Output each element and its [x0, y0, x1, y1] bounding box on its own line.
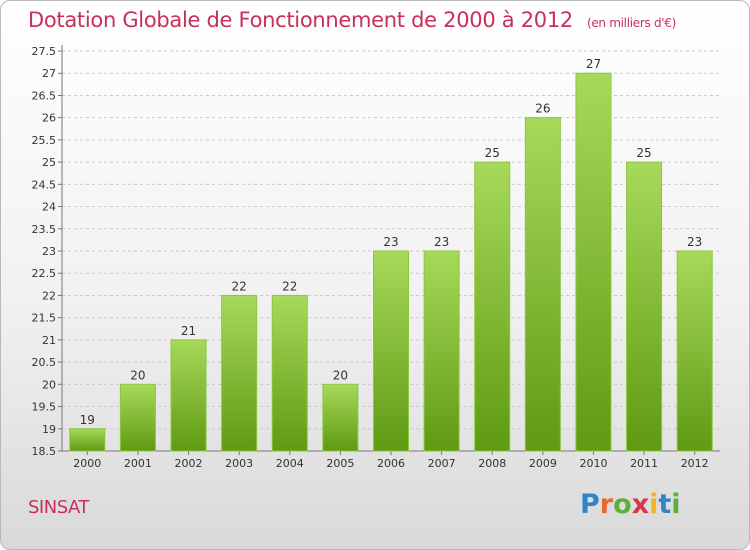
y-tick-label: 19 — [42, 423, 56, 436]
y-tick-label: 25.5 — [32, 134, 57, 147]
bar-2007 — [423, 250, 460, 452]
data-label-2009: 26 — [535, 102, 550, 116]
data-label-2012: 23 — [687, 235, 702, 249]
logo-letter: x — [631, 489, 650, 520]
x-tick-label-2003: 2003 — [225, 457, 253, 470]
chart-title-text: Dotation Globale de Fonctionnement de 20… — [28, 8, 573, 32]
x-tick-label-2004: 2004 — [276, 457, 304, 470]
y-tick-label: 20 — [42, 378, 56, 391]
y-tick-label: 25 — [42, 156, 56, 169]
data-label-2000: 19 — [80, 413, 95, 427]
commune-name: SINSAT — [28, 497, 89, 518]
bar-2003 — [221, 294, 258, 452]
data-label-2006: 23 — [383, 235, 398, 249]
data-label-2003: 22 — [232, 279, 247, 293]
x-tick-label-2008: 2008 — [478, 457, 506, 470]
y-tick-label: 22 — [42, 289, 56, 302]
data-label-2011: 25 — [636, 146, 651, 160]
x-tick-label-2009: 2009 — [529, 457, 557, 470]
y-tick-label: 20.5 — [32, 356, 57, 369]
bar-2006 — [373, 250, 409, 452]
bar-2002 — [170, 339, 207, 452]
y-tick-label: 24.5 — [32, 178, 57, 191]
bar-2005 — [322, 383, 359, 452]
y-tick-label: 23.5 — [32, 223, 57, 236]
bar-2011 — [626, 161, 663, 452]
bar-2004 — [271, 294, 308, 452]
logo-letter: i — [649, 489, 659, 520]
data-label-2005: 20 — [333, 368, 348, 382]
chart-title: Dotation Globale de Fonctionnement de 20… — [28, 8, 676, 32]
bars — [69, 72, 713, 452]
data-label-2001: 20 — [130, 368, 145, 382]
y-tick-label: 27.5 — [32, 45, 57, 58]
logo-letter: t — [658, 489, 672, 520]
y-tick-label: 18.5 — [32, 445, 57, 458]
x-tick-label-2010: 2010 — [579, 457, 607, 470]
x-tick-label-2007: 2007 — [428, 457, 456, 470]
labels: 18.5 19 19.5 20 20.5 21 21.5 22 22.5 23 23.5 24 24.5… — [32, 45, 709, 470]
chart-unit-text: (en milliers d'€) — [586, 16, 676, 30]
x-tick-label-2011: 2011 — [630, 457, 658, 470]
y-tick-label: 21.5 — [32, 312, 57, 325]
logo-letter: i — [671, 489, 681, 520]
y-tick-label: 21 — [42, 334, 56, 347]
data-label-2007: 23 — [434, 235, 449, 249]
logo-letter: P — [580, 489, 600, 520]
bar-2001 — [119, 383, 156, 452]
data-label-2008: 25 — [485, 146, 500, 160]
y-tick-label: 26 — [42, 112, 56, 125]
bar-2012 — [676, 250, 713, 452]
bar-2010 — [575, 72, 612, 452]
data-label-2004: 22 — [282, 279, 297, 293]
x-tick-label-2005: 2005 — [326, 457, 354, 470]
x-tick-label-2001: 2001 — [124, 457, 152, 470]
data-label-2002: 21 — [181, 324, 196, 338]
y-tick-label: 19.5 — [32, 401, 57, 414]
y-tick-label: 24 — [42, 201, 56, 214]
proxiti-logo: Proxiti — [580, 489, 681, 520]
data-label-2010: 27 — [586, 57, 601, 71]
y-tick-label: 26.5 — [32, 89, 57, 102]
x-tick-label-2006: 2006 — [377, 457, 405, 470]
x-tick-label-2000: 2000 — [73, 457, 101, 470]
logo-letter: r — [599, 489, 614, 520]
y-tick-label: 23 — [42, 245, 56, 258]
bar-2009 — [524, 117, 561, 452]
x-tick-label-2002: 2002 — [175, 457, 203, 470]
bar-2000 — [69, 428, 106, 452]
logo-letter: o — [613, 489, 632, 520]
y-tick-label: 27 — [42, 67, 56, 80]
x-tick-label-2012: 2012 — [681, 457, 709, 470]
y-tick-label: 22.5 — [32, 267, 57, 280]
bar-2008 — [474, 161, 511, 452]
